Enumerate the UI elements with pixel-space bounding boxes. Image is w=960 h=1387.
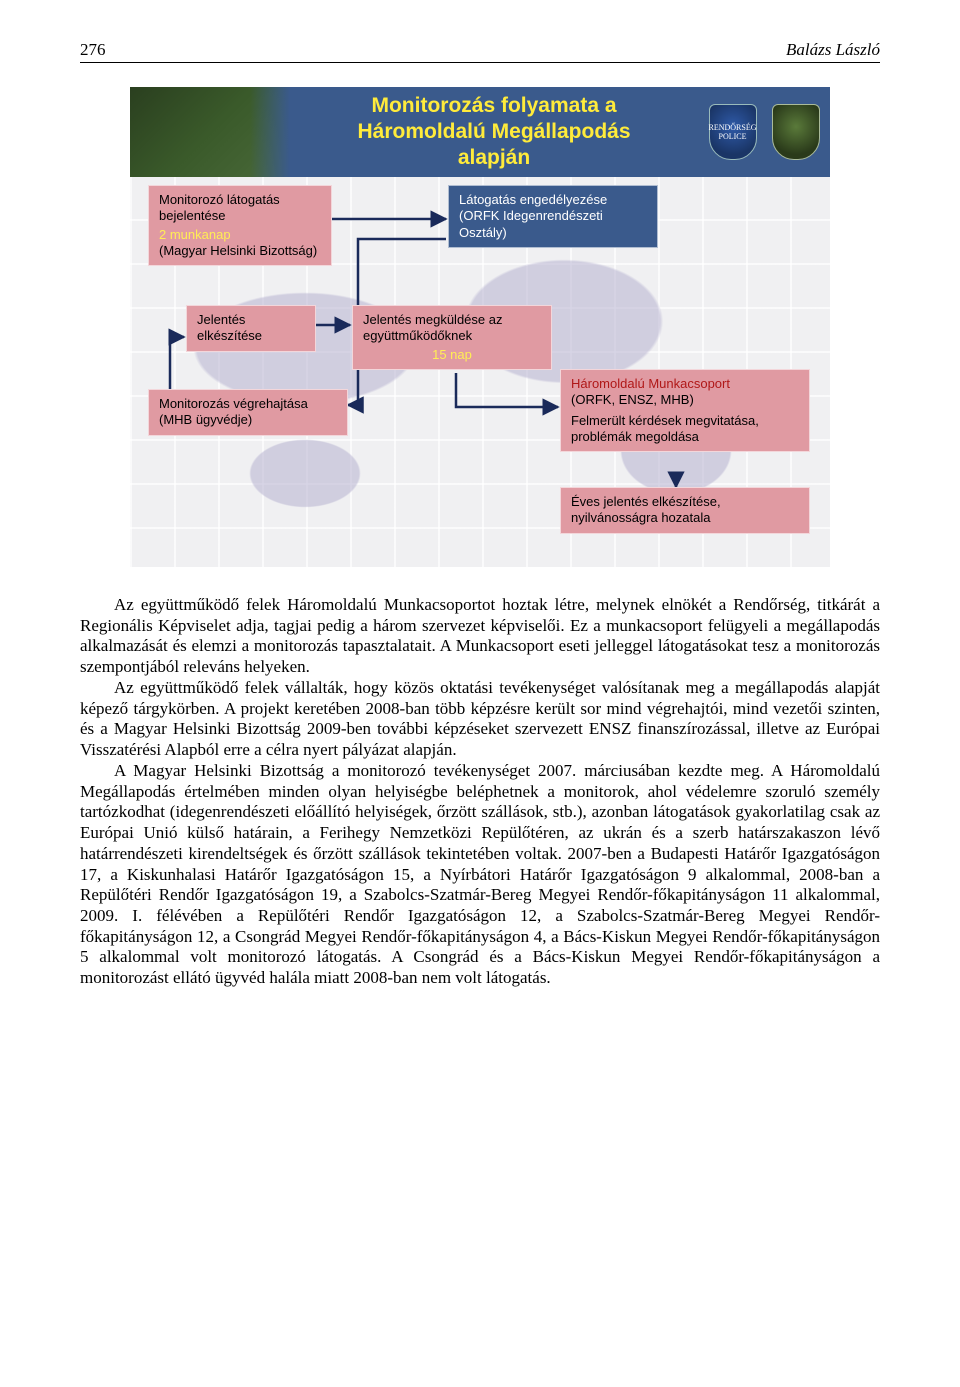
- diagram-title-banner: Monitorozás folyamata a Háromoldalú Megá…: [130, 87, 830, 177]
- flow-edge-n4-n6: [456, 373, 558, 407]
- flow-node-n4: Jelentés megküldése az együttműködőknek1…: [352, 305, 552, 370]
- author-name: Balázs László: [786, 40, 880, 60]
- diagram-body: Monitorozó látogatás bejelentése2 munkan…: [130, 177, 830, 557]
- paragraph: Az együttműködő felek vállalták, hogy kö…: [80, 678, 880, 761]
- flow-node-n6: Háromoldalú Munkacsoport(ORFK, ENSZ, MHB…: [560, 369, 810, 452]
- flow-node-n5: Monitorozás végrehajtása(MHB ügyvédje): [148, 389, 348, 436]
- police-crest-icon: RENDŐRSÉG POLICE: [709, 104, 757, 160]
- diagram-title-line: Háromoldalú Megállapodás: [357, 119, 630, 145]
- paragraph: Az együttműködő felek Háromoldalú Munkac…: [80, 595, 880, 678]
- flow-node-n2: Látogatás engedélyezése(ORFK Idegenrendé…: [448, 185, 658, 248]
- diagram-title: Monitorozás folyamata a Háromoldalú Megá…: [290, 87, 698, 177]
- banner-crests: RENDŐRSÉG POLICE: [698, 87, 830, 177]
- page-number: 276: [80, 40, 106, 60]
- diagram-title-line: alapján: [458, 145, 530, 171]
- banner-vehicle-image: [130, 87, 290, 177]
- flow-node-n1: Monitorozó látogatás bejelentése2 munkan…: [148, 185, 332, 266]
- article-body: Az együttműködő felek Háromoldalú Munkac…: [80, 595, 880, 989]
- monitoring-flowchart: Monitorozás folyamata a Háromoldalú Megá…: [130, 87, 830, 567]
- border-guard-crest-icon: [772, 104, 820, 160]
- flow-node-n3: Jelentés elkészítése: [186, 305, 316, 352]
- flow-node-n7: Éves jelentés elkészítése, nyilvánosságr…: [560, 487, 810, 534]
- flow-edge-n5-n3: [170, 337, 184, 389]
- page-header: 276 Balázs László: [80, 40, 880, 63]
- paragraph: A Magyar Helsinki Bizottság a monitorozó…: [80, 761, 880, 989]
- diagram-title-line: Monitorozás folyamata a: [371, 93, 616, 119]
